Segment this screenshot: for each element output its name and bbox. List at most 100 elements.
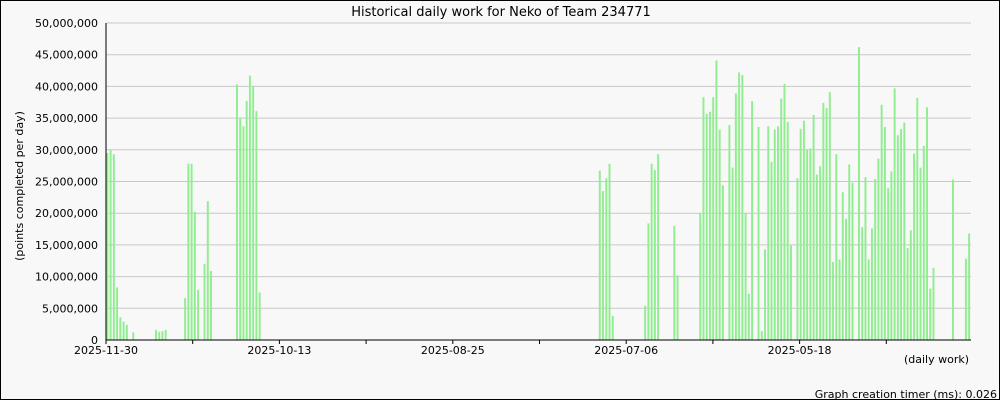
data-bar (738, 72, 741, 340)
y-tick-label: 50,000,000 (35, 17, 98, 30)
x-tick-label: 2025-07-06 (594, 344, 658, 357)
data-bar (718, 129, 721, 340)
x-tick-labels: 2025-11-30 2025-10-13 2025-08-25 2025-07-06… (74, 340, 887, 357)
y-tick-labels: 0 5,000,000 10,000,000 15,000,000 20,000,000… (35, 17, 98, 347)
data-bar (242, 126, 245, 340)
data-bar (922, 146, 925, 340)
data-bar (673, 225, 676, 340)
data-bar (210, 270, 213, 340)
data-bar (760, 331, 763, 340)
data-bar (783, 83, 786, 341)
data-bar (248, 75, 251, 341)
x-tick-label: 2025-05-18 (768, 344, 832, 357)
data-bar (731, 167, 734, 340)
data-bar (161, 331, 164, 340)
data-bar (193, 211, 196, 340)
grid-lines (106, 22, 971, 309)
data-bar (932, 267, 935, 340)
data-bar (611, 315, 614, 340)
data-bar (812, 114, 815, 341)
data-bar (158, 331, 161, 340)
y-tick-label: 25,000,000 (35, 176, 98, 189)
data-bar (809, 148, 812, 340)
data-bar (777, 126, 779, 340)
data-bar (657, 154, 660, 340)
data-bar (112, 154, 115, 340)
data-bar (116, 287, 119, 340)
data-bar (845, 218, 847, 340)
data-bar (676, 275, 679, 340)
data-bar (721, 185, 724, 340)
y-tick-label: 20,000,000 (35, 207, 98, 220)
data-bar (903, 122, 906, 340)
data-bar (858, 47, 860, 341)
data-bar (848, 164, 851, 340)
data-bar (880, 104, 883, 340)
data-bar (155, 329, 157, 340)
graph-timer-text: Graph creation timer (ms): 0.026 (815, 388, 997, 401)
data-bar (605, 178, 608, 340)
data-bar (197, 289, 200, 340)
axes (105, 23, 971, 341)
data-bar (861, 227, 864, 340)
data-bar (832, 262, 835, 340)
data-bar (187, 163, 190, 340)
data-bar (699, 213, 702, 340)
data-bar (744, 213, 747, 340)
data-bar (125, 324, 128, 340)
data-bar (780, 98, 783, 340)
data-bar (109, 149, 112, 340)
data-bar (893, 88, 896, 340)
data-bar (122, 321, 125, 340)
data-bar (734, 93, 737, 341)
data-bar (190, 163, 193, 340)
data-bar (751, 100, 754, 340)
data-bar (608, 163, 611, 340)
data-bar (715, 60, 718, 340)
data-bar (132, 332, 135, 340)
x-axis-label: (daily work) (904, 353, 969, 366)
data-bar (913, 153, 916, 340)
data-bar (851, 182, 854, 340)
data-bar (757, 126, 760, 340)
data-bar (767, 126, 770, 340)
data-bar (815, 174, 818, 340)
data-bar (890, 171, 893, 340)
data-bar (802, 120, 805, 340)
data-bar (747, 293, 750, 340)
data-bar (867, 259, 870, 340)
y-tick-label: 5,000,000 (42, 302, 98, 315)
data-bar (906, 248, 909, 340)
x-tick-label: 2025-08-25 (421, 344, 485, 357)
data-bar (705, 113, 708, 340)
data-bar (896, 135, 899, 340)
data-bar (653, 170, 656, 340)
data-bar (964, 258, 967, 340)
data-bar (650, 163, 653, 340)
data-bar (245, 100, 248, 340)
y-tick-label: 45,000,000 (35, 49, 98, 62)
data-bar (874, 178, 877, 340)
data-bar (799, 128, 802, 340)
bar-series (106, 47, 971, 341)
data-bar (598, 170, 601, 340)
data-bar (870, 228, 873, 340)
data-bar (877, 158, 880, 340)
data-bar (883, 126, 886, 340)
data-bar (909, 230, 912, 340)
x-tick-label: 2025-11-30 (74, 344, 138, 357)
data-bar (786, 121, 789, 341)
data-bar (770, 161, 773, 340)
data-bar (819, 166, 822, 340)
y-tick-label: 15,000,000 (35, 239, 98, 252)
data-bar (919, 167, 922, 340)
y-axis-label: (points completed per day) (13, 111, 26, 261)
data-bar (864, 177, 867, 340)
chart-title: Historical daily work for Neko of Team 2… (351, 5, 651, 20)
data-bar (203, 263, 206, 340)
data-bar (184, 298, 187, 340)
data-bar (712, 97, 715, 341)
data-bar (647, 223, 650, 340)
data-bar (916, 97, 919, 340)
